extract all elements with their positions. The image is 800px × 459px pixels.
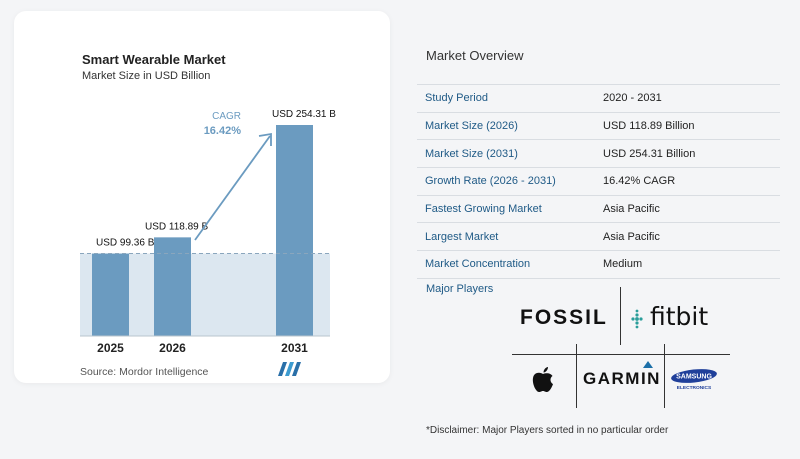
- samsung-logo-subtext: ELECTRONICS: [677, 385, 712, 391]
- overview-row: Largest Market Asia Pacific: [417, 223, 780, 252]
- fitbit-logo: fitbit: [650, 302, 709, 331]
- source-text: Source: Mordor Intelligence: [80, 366, 209, 378]
- row-label: Market Size (2031): [425, 147, 518, 160]
- overview-row: Fastest Growing Market Asia Pacific: [417, 196, 780, 224]
- major-players-title: Major Players: [426, 283, 494, 295]
- garmin-triangle-icon: [643, 361, 653, 368]
- overview-title: Market Overview: [426, 48, 524, 63]
- row-value: USD 254.31 Billion: [603, 147, 696, 160]
- row-label: Study Period: [425, 92, 488, 105]
- overview-row: Market Size (2026) USD 118.89 Billion: [417, 113, 780, 141]
- data-label: USD 254.31 B: [272, 109, 336, 120]
- data-label: USD 118.89 B: [145, 221, 209, 232]
- bar: [92, 253, 129, 336]
- row-value: 16.42% CAGR: [603, 175, 676, 188]
- row-label: Growth Rate (2026 - 2031): [425, 175, 556, 188]
- grid-divider: [664, 344, 665, 408]
- cagr-arrowhead: [258, 132, 272, 146]
- row-value: USD 118.89 Billion: [603, 120, 695, 133]
- cagr-label: CAGR: [212, 111, 241, 122]
- row-value: 2020 - 2031: [603, 92, 662, 105]
- garmin-logo: GARMIN: [583, 369, 661, 388]
- row-value: Medium: [603, 258, 643, 271]
- cagr-value: 16.42%: [204, 125, 242, 137]
- data-label: USD 99.36 B: [96, 238, 155, 249]
- row-value: Asia Pacific: [603, 230, 660, 243]
- disclaimer-text: *Disclaimer: Major Players sorted in no …: [426, 425, 669, 436]
- row-label: Market Concentration: [425, 258, 531, 271]
- row-value: Asia Pacific: [603, 203, 660, 216]
- x-tick-label: 2026: [159, 341, 186, 355]
- x-tick-label: 2025: [97, 341, 124, 355]
- grid-divider: [512, 354, 730, 355]
- chart-title: Smart Wearable Market: [82, 52, 226, 67]
- bar: [276, 125, 313, 336]
- row-label: Fastest Growing Market: [425, 203, 542, 216]
- row-label: Market Size (2026): [425, 120, 518, 133]
- apple-logo-icon: [532, 367, 553, 392]
- overview-row: Growth Rate (2026 - 2031) 16.42% CAGR: [417, 168, 780, 196]
- grid-divider: [620, 287, 621, 345]
- x-tick-label: 2031: [281, 341, 308, 355]
- fitbit-dots-icon: [631, 309, 643, 329]
- fossil-logo: FOSSIL: [520, 306, 608, 329]
- samsung-logo: SAMSUNG ELECTRONICS: [671, 369, 717, 391]
- overview-row: Study Period 2020 - 2031: [417, 84, 780, 113]
- bar: [154, 237, 191, 336]
- overview-table: Study Period 2020 - 2031 Market Size (20…: [417, 84, 780, 279]
- cagr-arrow: [194, 135, 271, 241]
- mordor-logo-icon: [278, 362, 301, 376]
- row-label: Largest Market: [425, 230, 499, 243]
- overview-row: Market Size (2031) USD 254.31 Billion: [417, 140, 780, 169]
- grid-divider: [576, 344, 577, 408]
- bar-chart: USD 99.36 B USD 118.89 B USD 254.31 B 2025 2…: [80, 109, 336, 355]
- samsung-logo-text: SAMSUNG: [676, 374, 712, 381]
- chart-subtitle: Market Size in USD Billion: [82, 70, 211, 82]
- overview-row: Market Concentration Medium: [417, 251, 780, 279]
